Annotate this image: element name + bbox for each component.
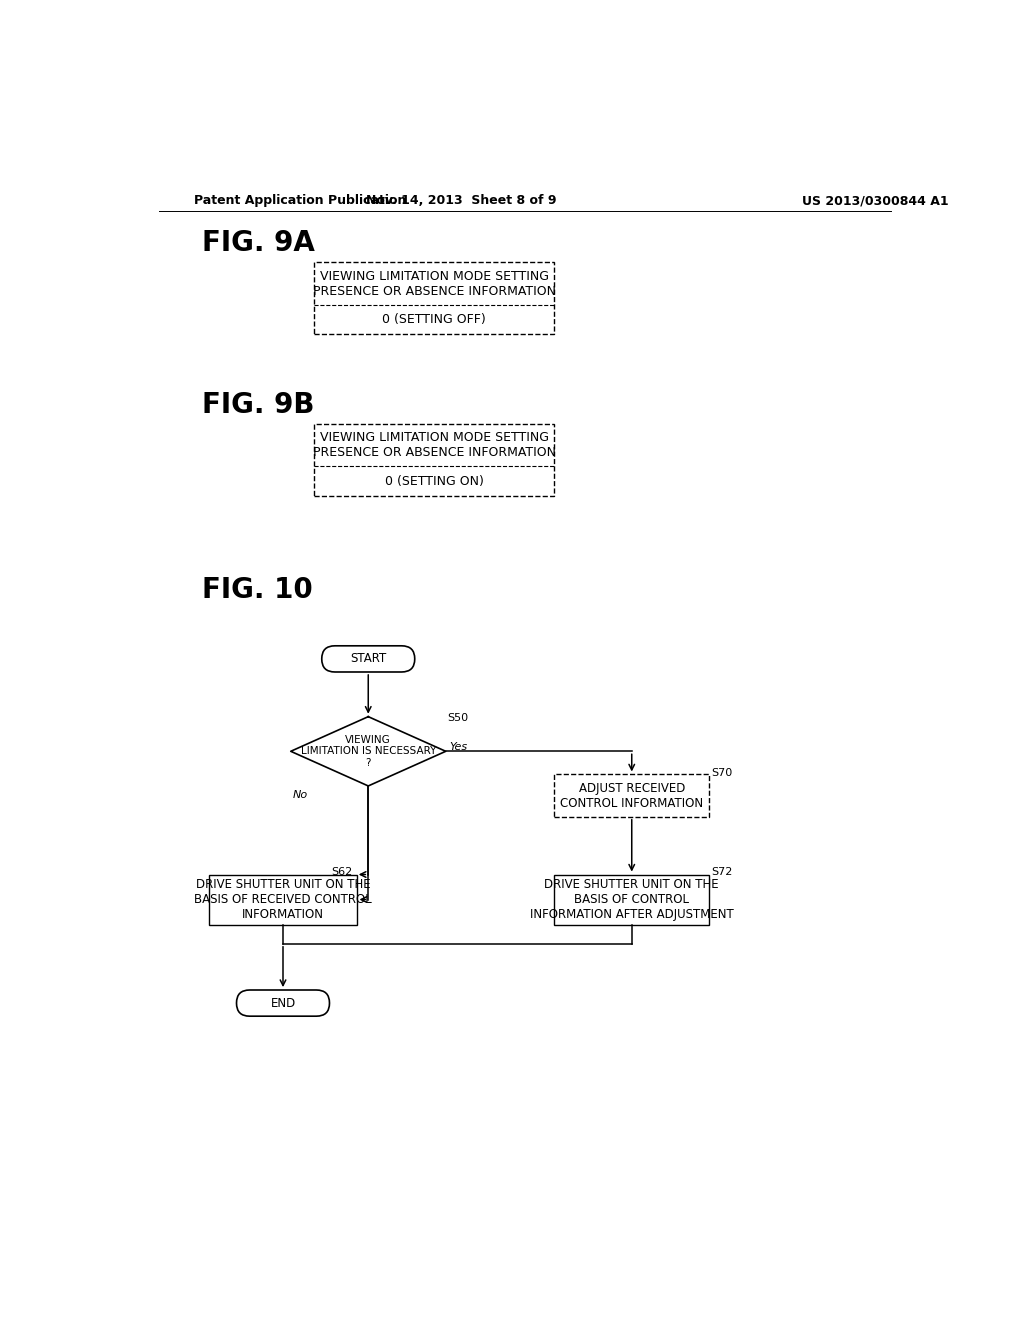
Text: VIEWING LIMITATION MODE SETTING
PRESENCE OR ABSENCE INFORMATION: VIEWING LIMITATION MODE SETTING PRESENCE… <box>312 269 556 297</box>
Text: START: START <box>350 652 386 665</box>
Text: Patent Application Publication: Patent Application Publication <box>194 194 407 207</box>
Text: FIG. 9B: FIG. 9B <box>202 391 314 418</box>
Bar <box>554 775 710 817</box>
Text: S50: S50 <box>447 713 468 723</box>
FancyBboxPatch shape <box>237 990 330 1016</box>
Text: US 2013/0300844 A1: US 2013/0300844 A1 <box>802 194 949 207</box>
Text: Nov. 14, 2013  Sheet 8 of 9: Nov. 14, 2013 Sheet 8 of 9 <box>366 194 556 207</box>
Text: S70: S70 <box>711 768 732 779</box>
Text: No: No <box>293 789 308 800</box>
FancyBboxPatch shape <box>322 645 415 672</box>
Text: VIEWING LIMITATION MODE SETTING
PRESENCE OR ABSENCE INFORMATION: VIEWING LIMITATION MODE SETTING PRESENCE… <box>312 432 556 459</box>
Bar <box>554 875 710 924</box>
Text: DRIVE SHUTTER UNIT ON THE
BASIS OF CONTROL
INFORMATION AFTER ADJUSTMENT: DRIVE SHUTTER UNIT ON THE BASIS OF CONTR… <box>529 878 733 921</box>
Text: Yes: Yes <box>450 742 468 752</box>
Bar <box>314 424 554 496</box>
Text: VIEWING
LIMITATION IS NECESSARY
?: VIEWING LIMITATION IS NECESSARY ? <box>301 735 436 768</box>
Text: FIG. 10: FIG. 10 <box>202 576 312 603</box>
Text: END: END <box>270 997 296 1010</box>
Text: S72: S72 <box>711 867 732 876</box>
Bar <box>209 875 356 924</box>
Text: FIG. 9A: FIG. 9A <box>202 230 314 257</box>
Text: S62: S62 <box>332 867 352 876</box>
Bar <box>314 263 554 334</box>
Text: 0 (SETTING ON): 0 (SETTING ON) <box>385 474 483 487</box>
Text: ADJUST RECEIVED
CONTROL INFORMATION: ADJUST RECEIVED CONTROL INFORMATION <box>560 781 703 809</box>
Text: 0 (SETTING OFF): 0 (SETTING OFF) <box>382 313 486 326</box>
Text: DRIVE SHUTTER UNIT ON THE
BASIS OF RECEIVED CONTROL
INFORMATION: DRIVE SHUTTER UNIT ON THE BASIS OF RECEI… <box>195 878 372 921</box>
